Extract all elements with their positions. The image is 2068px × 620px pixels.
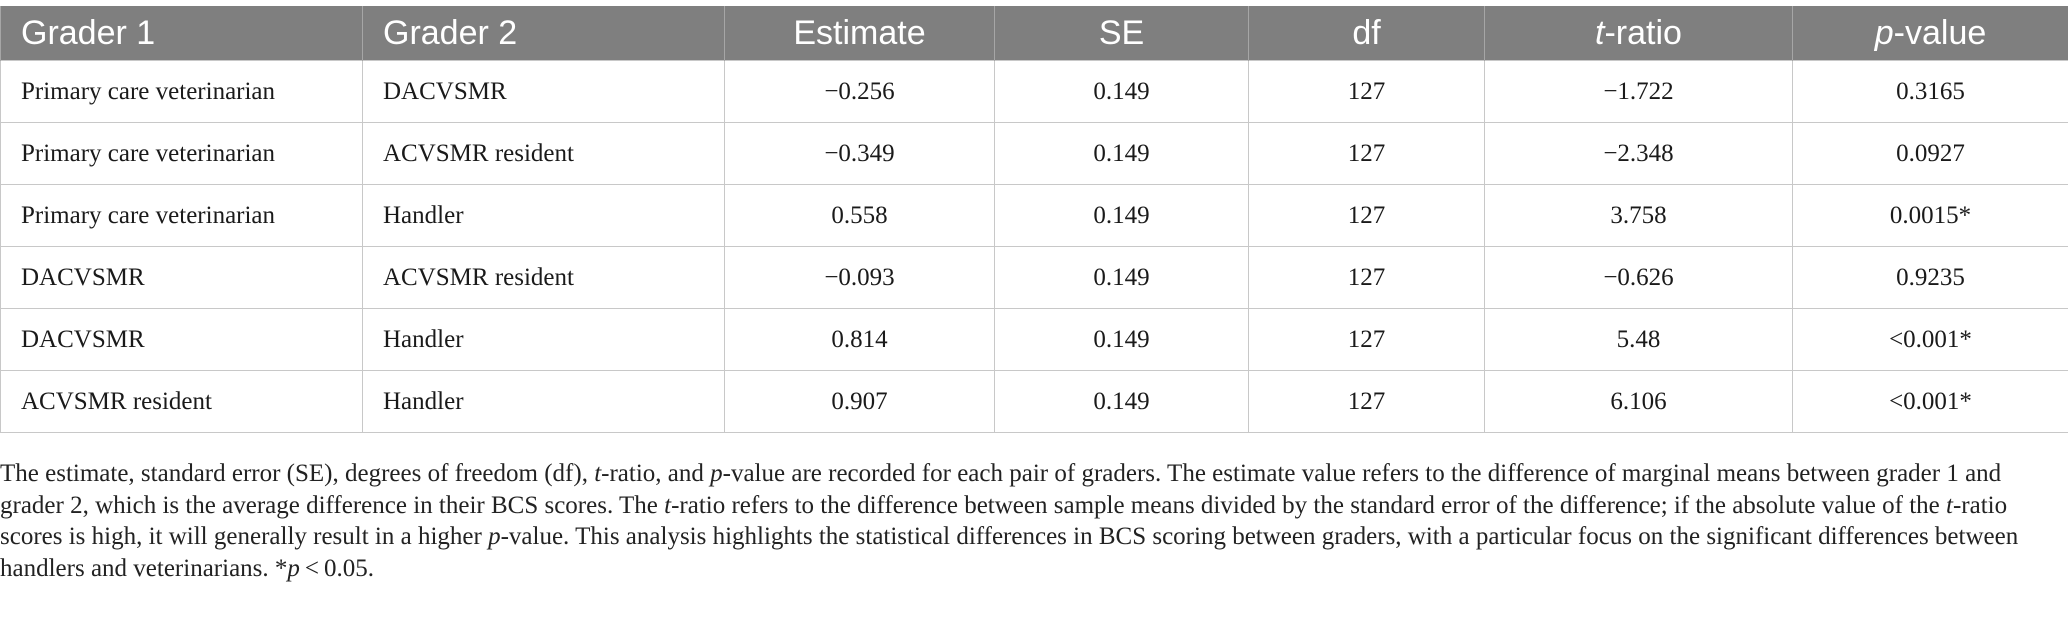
cell-grader-1: Primary care veterinarian [0, 122, 363, 185]
cell-t-ratio: 6.106 [1484, 370, 1793, 433]
table-row: DACVSMR Handler 0.814 0.149 127 5.48 <0.… [0, 308, 2068, 371]
cell-p-value: <0.001* [1792, 370, 2068, 433]
cell-grader-2: ACVSMR resident [362, 246, 725, 309]
cell-t-ratio: 3.758 [1484, 184, 1793, 247]
cell-estimate: 0.558 [724, 184, 995, 247]
cell-p-value: 0.0927 [1792, 122, 2068, 185]
cell-t-ratio: 5.48 [1484, 308, 1793, 371]
table-row: ACVSMR resident Handler 0.907 0.149 127 … [0, 370, 2068, 433]
header-t-ratio: t-ratio [1484, 6, 1793, 61]
footnote-italic-t: t [1946, 491, 1953, 519]
cell-grader-2: Handler [362, 370, 725, 433]
table-header: Grader 1 Grader 2 Estimate SE df t-ratio… [0, 6, 2068, 61]
cell-se: 0.149 [994, 246, 1249, 309]
cell-t-ratio: −1.722 [1484, 60, 1793, 123]
header-row: Grader 1 Grader 2 Estimate SE df t-ratio… [0, 6, 2068, 61]
cell-grader-2: DACVSMR [362, 60, 725, 123]
cell-t-ratio: −0.626 [1484, 246, 1793, 309]
header-grader-2: Grader 2 [362, 6, 725, 61]
cell-grader-2: Handler [362, 184, 725, 247]
cell-se: 0.149 [994, 60, 1249, 123]
cell-grader-1: Primary care veterinarian [0, 60, 363, 123]
cell-df: 127 [1248, 246, 1485, 309]
footnote-italic-p: p [488, 523, 501, 550]
cell-df: 127 [1248, 308, 1485, 371]
footnote-italic-p: p [287, 554, 300, 582]
table-row: Primary care veterinarian ACVSMR residen… [0, 122, 2068, 185]
header-t-ratio-italic: t [1595, 13, 1605, 52]
footnote-text: -ratio refers to the difference between … [671, 491, 1947, 519]
header-se: SE [994, 6, 1249, 61]
footnote-italic-t: t [594, 460, 602, 487]
cell-df: 127 [1248, 370, 1485, 433]
table-footnote: The estimate, standard error (SE), degre… [0, 458, 2050, 584]
header-p-value-label: -value [1893, 13, 1987, 52]
table-row: Primary care veterinarian DACVSMR −0.256… [0, 60, 2068, 123]
table-body: Primary care veterinarian DACVSMR −0.256… [0, 60, 2068, 433]
cell-p-value: 0.9235 [1792, 246, 2068, 309]
cell-estimate: −0.256 [724, 60, 995, 123]
cell-t-ratio: −2.348 [1484, 122, 1793, 185]
pairwise-comparison-table: Grader 1 Grader 2 Estimate SE df t-ratio… [0, 6, 2068, 433]
cell-p-value: 0.0015* [1792, 184, 2068, 247]
cell-se: 0.149 [994, 184, 1249, 247]
cell-estimate: 0.814 [724, 308, 995, 371]
cell-grader-1: DACVSMR [0, 308, 363, 371]
cell-grader-1: DACVSMR [0, 246, 363, 309]
cell-estimate: −0.349 [724, 122, 995, 185]
cell-df: 127 [1248, 122, 1485, 185]
header-t-ratio-label: -ratio [1604, 13, 1682, 52]
cell-grader-1: ACVSMR resident [0, 370, 363, 433]
cell-se: 0.149 [994, 308, 1249, 371]
cell-se: 0.149 [994, 370, 1249, 433]
footnote-text: The estimate, standard error (SE), degre… [0, 460, 595, 487]
footnote-text: -ratio, and [601, 460, 711, 487]
cell-estimate: −0.093 [724, 246, 995, 309]
table-row: DACVSMR ACVSMR resident −0.093 0.149 127… [0, 246, 2068, 309]
cell-df: 127 [1248, 60, 1485, 123]
cell-grader-2: ACVSMR resident [362, 122, 725, 185]
header-p-value: p-value [1792, 6, 2068, 61]
cell-estimate: 0.907 [724, 370, 995, 433]
results-table-container: Grader 1 Grader 2 Estimate SE df t-ratio… [0, 6, 2068, 433]
table-row: Primary care veterinarian Handler 0.558 … [0, 184, 2068, 247]
header-estimate: Estimate [724, 6, 995, 61]
footnote-text: -value. This analysis highlights the sta… [0, 523, 2019, 582]
cell-df: 127 [1248, 184, 1485, 247]
footnote-text: -value are recorded for each pair of gra… [0, 460, 2002, 519]
footnote-text: -ratio scores is high, it will generally… [0, 491, 2008, 551]
footnote-text: < 0.05. [299, 554, 374, 582]
cell-p-value: <0.001* [1792, 308, 2068, 371]
cell-p-value: 0.3165 [1792, 60, 2068, 123]
header-p-value-italic: p [1874, 13, 1894, 52]
footnote-italic-p: p [710, 460, 723, 487]
header-df: df [1248, 6, 1485, 61]
cell-se: 0.149 [994, 122, 1249, 185]
footnote-italic-t: t [664, 491, 672, 519]
cell-grader-1: Primary care veterinarian [0, 184, 363, 247]
cell-grader-2: Handler [362, 308, 725, 371]
header-grader-1: Grader 1 [0, 6, 363, 61]
